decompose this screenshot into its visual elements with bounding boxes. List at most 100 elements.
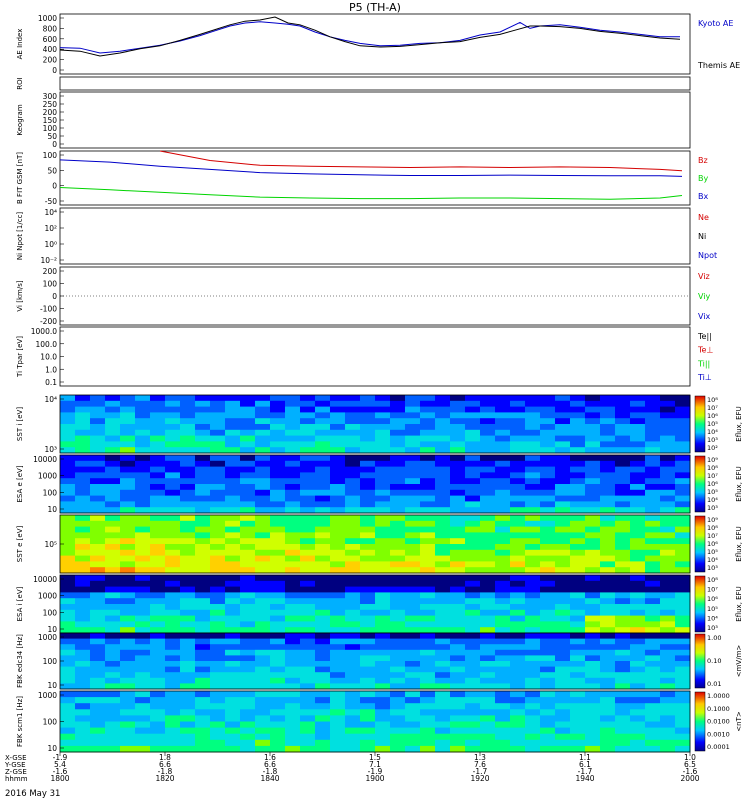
heatmap-cell (540, 703, 556, 710)
heatmap-cell (315, 538, 331, 545)
heatmap-cell (480, 400, 496, 408)
colorbar (694, 395, 706, 453)
heatmap-cell (540, 455, 556, 462)
heatmap-cell (615, 672, 631, 679)
heatmap-cell (375, 495, 391, 502)
heatmap-cell (165, 727, 181, 735)
heatmap-cell (390, 592, 406, 599)
heatmap-cell (525, 580, 541, 588)
y-tick-label: 50 (47, 166, 57, 175)
heatmap-cell (300, 586, 316, 593)
heatmap-cell (300, 575, 316, 582)
heatmap-cell (510, 507, 526, 514)
heatmap-cell (480, 703, 496, 710)
heatmap-cell (480, 627, 496, 634)
heatmap-cell (480, 592, 496, 599)
heatmap-cell (360, 520, 376, 528)
heatmap-cell (435, 484, 451, 491)
heatmap-cell (195, 555, 211, 562)
heatmap-cell (630, 472, 646, 479)
heatmap-cell (360, 672, 376, 679)
heatmap-cell (660, 739, 676, 747)
heatmap-cell (465, 478, 481, 485)
heatmap-cell (570, 489, 586, 497)
heatmap-cell (195, 703, 211, 710)
heatmap-cell (210, 501, 226, 508)
heatmap-cell (300, 561, 316, 568)
heatmap-cell (630, 561, 646, 568)
heatmap-cell (135, 429, 151, 437)
heatmap-cell (180, 447, 196, 454)
heatmap-cell (600, 580, 616, 588)
heatmap-cell (405, 683, 421, 690)
heatmap-cell (420, 709, 436, 716)
heatmap-cell (645, 727, 661, 735)
heatmap-cell (510, 592, 526, 599)
heatmap-cell (495, 501, 511, 508)
heatmap-cell (60, 703, 76, 710)
heatmap-cell (120, 412, 136, 419)
heatmap-cell (240, 745, 256, 753)
heatmap-cell (90, 400, 106, 408)
heatmap-cell (405, 429, 421, 437)
heatmap-cell (540, 697, 556, 704)
heatmap-cell (210, 655, 226, 662)
heatmap-cell (195, 655, 211, 662)
heatmap-cell (210, 526, 226, 533)
heatmap-cell (375, 739, 391, 747)
heatmap-cell (435, 526, 451, 533)
heatmap-cell (585, 544, 601, 551)
heatmap-cell (345, 644, 361, 651)
heatmap-cell (120, 661, 136, 668)
heatmap-cell (630, 727, 646, 735)
heatmap-cell (105, 615, 121, 622)
heatmap-cell (465, 435, 481, 442)
heatmap-cell (75, 447, 91, 454)
heatmap-cell (255, 532, 271, 539)
heatmap-cell (630, 484, 646, 491)
heatmap-cell (105, 661, 121, 668)
heatmap-cell (420, 586, 436, 593)
heatmap-cell (660, 677, 676, 684)
heatmap-cell (75, 435, 91, 442)
heatmap-cell (60, 424, 76, 431)
heatmap-cell (615, 406, 631, 413)
heatmap-cell (210, 691, 226, 698)
heatmap-cell (300, 655, 316, 662)
heatmap-cell (285, 561, 301, 568)
heatmap-cell (450, 721, 466, 729)
heatmap-cell (75, 520, 91, 528)
heatmap-cell (315, 455, 331, 462)
heatmap-cell (225, 633, 241, 640)
heatmap-cell (240, 697, 256, 704)
heatmap-cell (180, 677, 196, 684)
heatmap-cell (60, 691, 76, 698)
heatmap-cell (585, 395, 601, 402)
heatmap-cell (615, 412, 631, 419)
heatmap-cell (435, 395, 451, 402)
heatmap-cell (675, 424, 691, 431)
heatmap-cell (420, 507, 436, 514)
heatmap-cell (390, 683, 406, 690)
heatmap-cell (405, 424, 421, 431)
heatmap-cell (225, 549, 241, 557)
heatmap-cell (525, 683, 541, 690)
heatmap-cell (585, 489, 601, 497)
heatmap-cell (120, 395, 136, 402)
heatmap-cell (240, 715, 256, 722)
heatmap-cell (585, 733, 601, 741)
heatmap-cell (660, 400, 676, 408)
heatmap-cell (585, 538, 601, 545)
heatmap-cell (255, 638, 271, 645)
heatmap-cell (195, 466, 211, 473)
heatmap-cell (540, 538, 556, 545)
x-axis-row-label: X-GSE (5, 754, 27, 762)
heatmap-cell (615, 561, 631, 568)
heatmap-cell (240, 666, 256, 673)
y-axis-label: FBK edc34 [Hz] (16, 634, 24, 688)
heatmap-cell (600, 666, 616, 673)
heatmap-cell (135, 538, 151, 545)
heatmap-cell (360, 745, 376, 753)
heatmap-cell (285, 484, 301, 491)
heatmap-cell (360, 586, 376, 593)
